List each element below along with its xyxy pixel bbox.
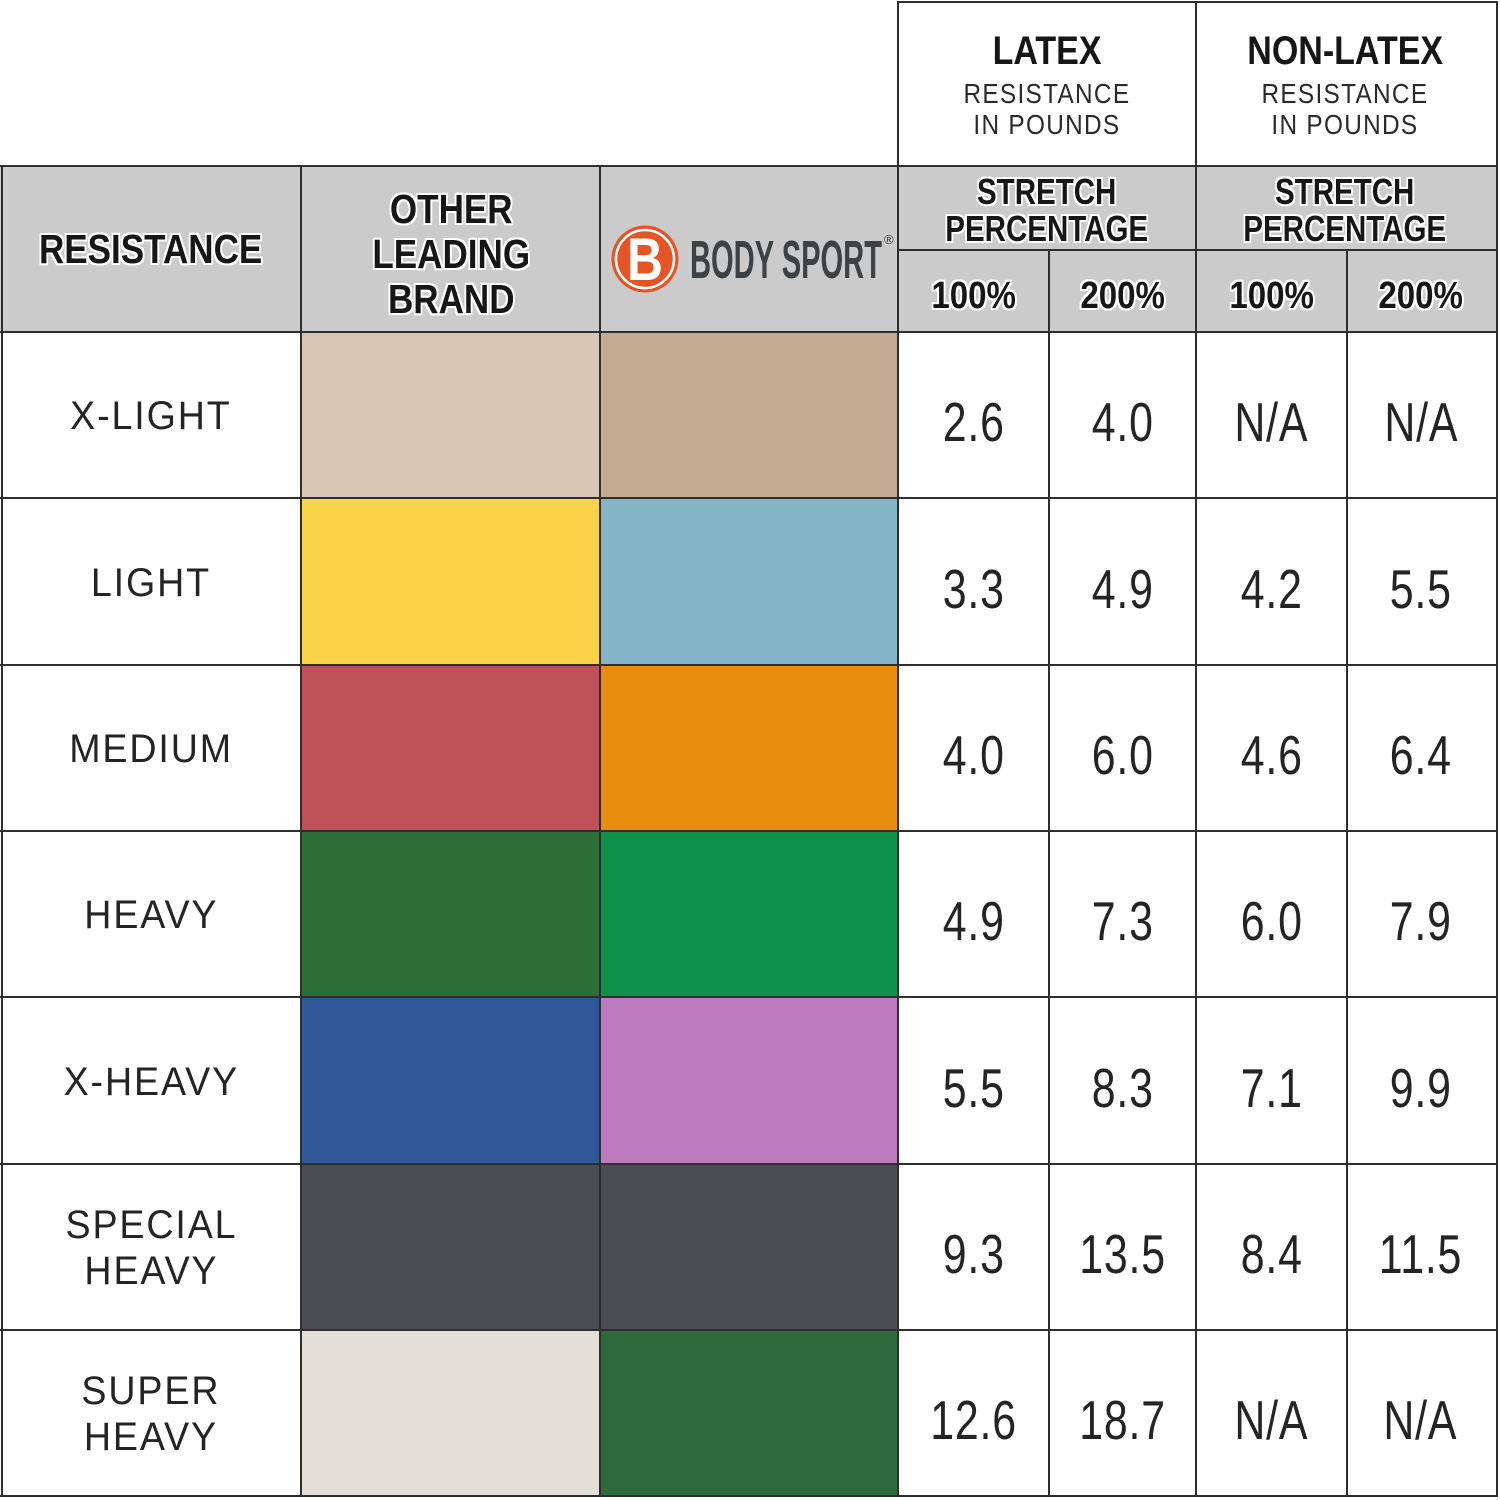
svg-text:B: B [627, 226, 663, 293]
svg-text:BODY SPORT: BODY SPORT [690, 230, 882, 290]
svg-text:®: ® [884, 232, 894, 247]
